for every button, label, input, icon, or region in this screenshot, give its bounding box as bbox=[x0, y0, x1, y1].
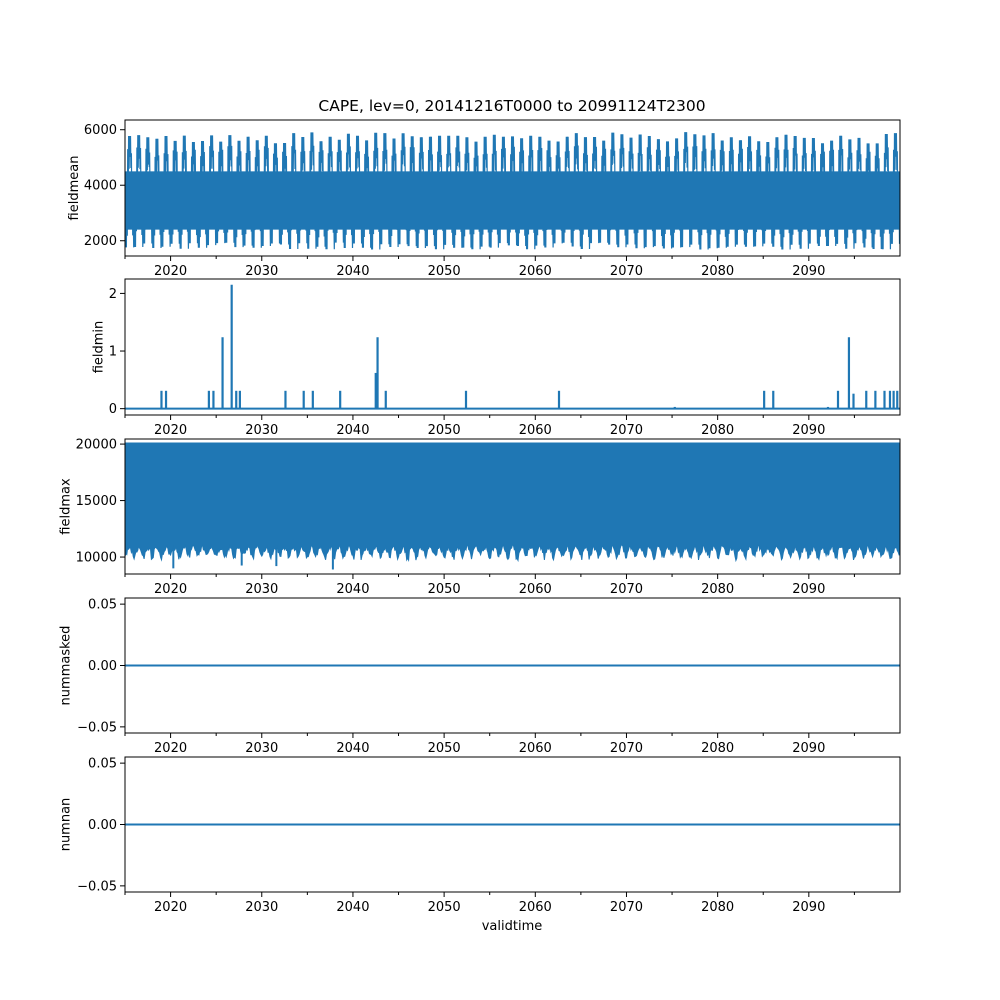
y-tick-label: 0.00 bbox=[88, 818, 117, 833]
x-tick-label: 2080 bbox=[701, 264, 734, 279]
panel-numnan: 2020 2030 2040 2050 2060 2070 2080 2090 −0.05 0.0… bbox=[59, 756, 901, 915]
x-tick-label: 2080 bbox=[701, 582, 734, 597]
y-tick-label: 15000 bbox=[76, 494, 117, 509]
x-tick-label: 2040 bbox=[336, 900, 369, 915]
x-tick-label: 2090 bbox=[792, 423, 825, 438]
series-band-fieldmean bbox=[125, 171, 900, 230]
x-tick-label: 2090 bbox=[792, 582, 825, 597]
x-tick-label: 2030 bbox=[245, 582, 278, 597]
y-tick-label: 6000 bbox=[84, 123, 117, 138]
panels: 2020 2030 2040 2050 2060 2070 2080 2090 2000 4000… bbox=[59, 119, 901, 915]
panel-frame-fieldmax bbox=[124, 438, 901, 575]
y-tick-label: 1 bbox=[109, 345, 117, 360]
x-axis-label: validtime bbox=[482, 919, 543, 934]
panel-fieldmax: 2020 2030 2040 2050 2060 2070 2080 2090 10000 150… bbox=[59, 438, 901, 597]
x-tick-label: 2060 bbox=[519, 582, 552, 597]
y-tick-label: −0.05 bbox=[77, 879, 117, 894]
x-tick-label: 2070 bbox=[610, 264, 643, 279]
y-tick-label: 2 bbox=[109, 287, 117, 302]
x-tick-label: 2090 bbox=[792, 264, 825, 279]
x-tick-label: 2020 bbox=[154, 264, 187, 279]
x-tick-label: 2020 bbox=[154, 741, 187, 756]
x-tick-label: 2040 bbox=[336, 582, 369, 597]
y-tick-label: 0.05 bbox=[88, 598, 117, 613]
panel-fieldmin: 2020 2030 2040 2050 2060 2070 2080 2090 0 1 2 field… bbox=[92, 278, 901, 438]
panel-nummasked: 2020 2030 2040 2050 2060 2070 2080 2090 −0.05 0.0… bbox=[59, 597, 901, 756]
y-tick-label: 10000 bbox=[76, 551, 117, 566]
x-tick-label: 2070 bbox=[610, 741, 643, 756]
x-tick-label: 2050 bbox=[428, 900, 461, 915]
x-tick-label: 2080 bbox=[701, 423, 734, 438]
y-axis-label-nummasked: nummasked bbox=[59, 626, 74, 706]
x-tick-label: 2070 bbox=[610, 900, 643, 915]
x-tick-label: 2060 bbox=[519, 900, 552, 915]
x-tick-label: 2070 bbox=[610, 582, 643, 597]
x-tick-label: 2020 bbox=[154, 582, 187, 597]
y-tick-label: 20000 bbox=[76, 438, 117, 453]
x-tick-label: 2060 bbox=[519, 423, 552, 438]
y-tick-label: 0.05 bbox=[88, 757, 117, 772]
x-tick-label: 2090 bbox=[792, 900, 825, 915]
x-tick-label: 2020 bbox=[154, 900, 187, 915]
y-tick-label: 0.00 bbox=[88, 659, 117, 674]
y-tick-label: 2000 bbox=[84, 234, 117, 249]
x-tick-label: 2090 bbox=[792, 741, 825, 756]
x-tick-label: 2060 bbox=[519, 264, 552, 279]
x-tick-label: 2040 bbox=[336, 423, 369, 438]
y-axis-label-fieldmin: fieldmin bbox=[92, 321, 107, 374]
x-tick-label: 2030 bbox=[245, 900, 278, 915]
panel-fieldmean: 2020 2030 2040 2050 2060 2070 2080 2090 2000 4000… bbox=[67, 119, 901, 279]
plot-area-fieldmean bbox=[125, 132, 900, 250]
y-axis-label-fieldmax: fieldmax bbox=[59, 478, 74, 535]
x-tick-label: 2030 bbox=[245, 264, 278, 279]
x-tick-label: 2050 bbox=[428, 423, 461, 438]
x-tick-label: 2040 bbox=[336, 741, 369, 756]
y-tick-label: 4000 bbox=[84, 179, 117, 194]
x-tick-label: 2050 bbox=[428, 741, 461, 756]
x-tick-label: 2040 bbox=[336, 264, 369, 279]
y-tick-label: 0 bbox=[109, 402, 117, 417]
panel-frame-fieldmin bbox=[124, 278, 901, 416]
y-tick-label: −0.05 bbox=[77, 720, 117, 735]
x-tick-label: 2050 bbox=[428, 582, 461, 597]
x-tick-label: 2030 bbox=[245, 423, 278, 438]
chart-title: CAPE, lev=0, 20141216T0000 to 20991124T2… bbox=[318, 97, 705, 115]
plot-area-fieldmax bbox=[125, 442, 900, 570]
x-tick-label: 2060 bbox=[519, 741, 552, 756]
x-tick-label: 2050 bbox=[428, 264, 461, 279]
plot-area-fieldmin bbox=[125, 284, 900, 410]
panel-frame-fieldmean bbox=[124, 119, 901, 257]
x-tick-label: 2080 bbox=[701, 741, 734, 756]
x-tick-label: 2080 bbox=[701, 900, 734, 915]
x-tick-label: 2020 bbox=[154, 423, 187, 438]
y-axis-label-numnan: numnan bbox=[59, 798, 74, 852]
x-tick-label: 2030 bbox=[245, 741, 278, 756]
series-fill-fieldmax bbox=[125, 442, 900, 563]
x-tick-label: 2070 bbox=[610, 423, 643, 438]
y-axis-label-fieldmean: fieldmean bbox=[67, 156, 82, 221]
